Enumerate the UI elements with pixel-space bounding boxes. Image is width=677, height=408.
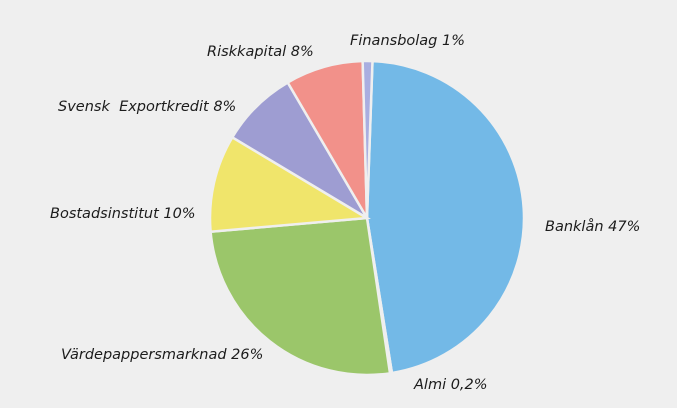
pie-slice-0 [365,59,526,375]
label-svensk-exportkredit: Svensk Exportkredit 8% [58,99,236,115]
label-almi: Almi 0,2% [413,377,488,393]
label-riskkapital: Riskkapital 8% [207,44,314,60]
label-bostadsinstitut: Bostadsinstitut 10% [50,206,196,222]
pie-slice-6 [361,59,374,219]
label-banklan: Banklån 47% [545,218,640,235]
label-finansbolag: Finansbolag 1% [350,33,465,49]
label-vardepappersmarknad: Värdepappersmarknad 26% [61,347,263,363]
pie-slice-3 [208,135,371,234]
pie-slice-2 [209,216,392,377]
